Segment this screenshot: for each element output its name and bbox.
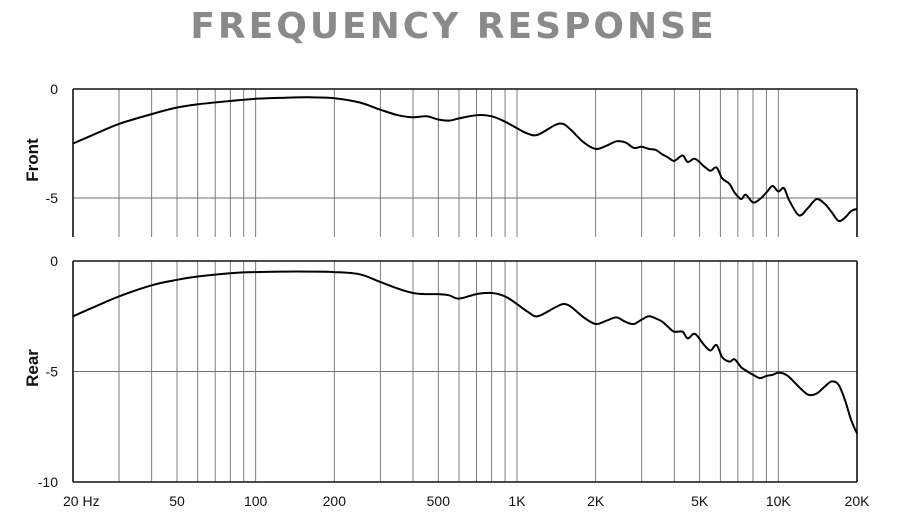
x-tick-label-50: 50 bbox=[169, 493, 185, 509]
x-tick-label-200: 200 bbox=[323, 493, 347, 509]
x-tick-label-10000: 10K bbox=[766, 493, 792, 509]
x-tick-label-100: 100 bbox=[244, 493, 268, 509]
y-tick-label-rear-m5: -5 bbox=[46, 364, 59, 380]
y-tick-label-rear-m10: -10 bbox=[38, 474, 58, 490]
y-axis-label-front: Front bbox=[23, 138, 42, 182]
chart-title: FREQUENCY RESPONSE bbox=[190, 6, 717, 47]
x-tick-label-1000: 1K bbox=[508, 493, 526, 509]
series-line-rear-0 bbox=[72, 270, 858, 434]
x-tick-label-20000: 20K bbox=[845, 493, 871, 509]
y-tick-label-front-m5: -5 bbox=[46, 190, 59, 206]
y-axis-label-rear: Rear bbox=[23, 349, 42, 387]
x-tick-label-2000: 2K bbox=[587, 493, 605, 509]
y-tick-label-front-0: 0 bbox=[50, 81, 58, 97]
x-tick-label-5000: 5K bbox=[691, 493, 709, 509]
x-tick-label-500: 500 bbox=[427, 493, 451, 509]
x-tick-label-20: 20 Hz bbox=[63, 493, 100, 509]
y-tick-label-rear-0: 0 bbox=[50, 253, 58, 269]
series-line-front-0 bbox=[72, 96, 858, 223]
